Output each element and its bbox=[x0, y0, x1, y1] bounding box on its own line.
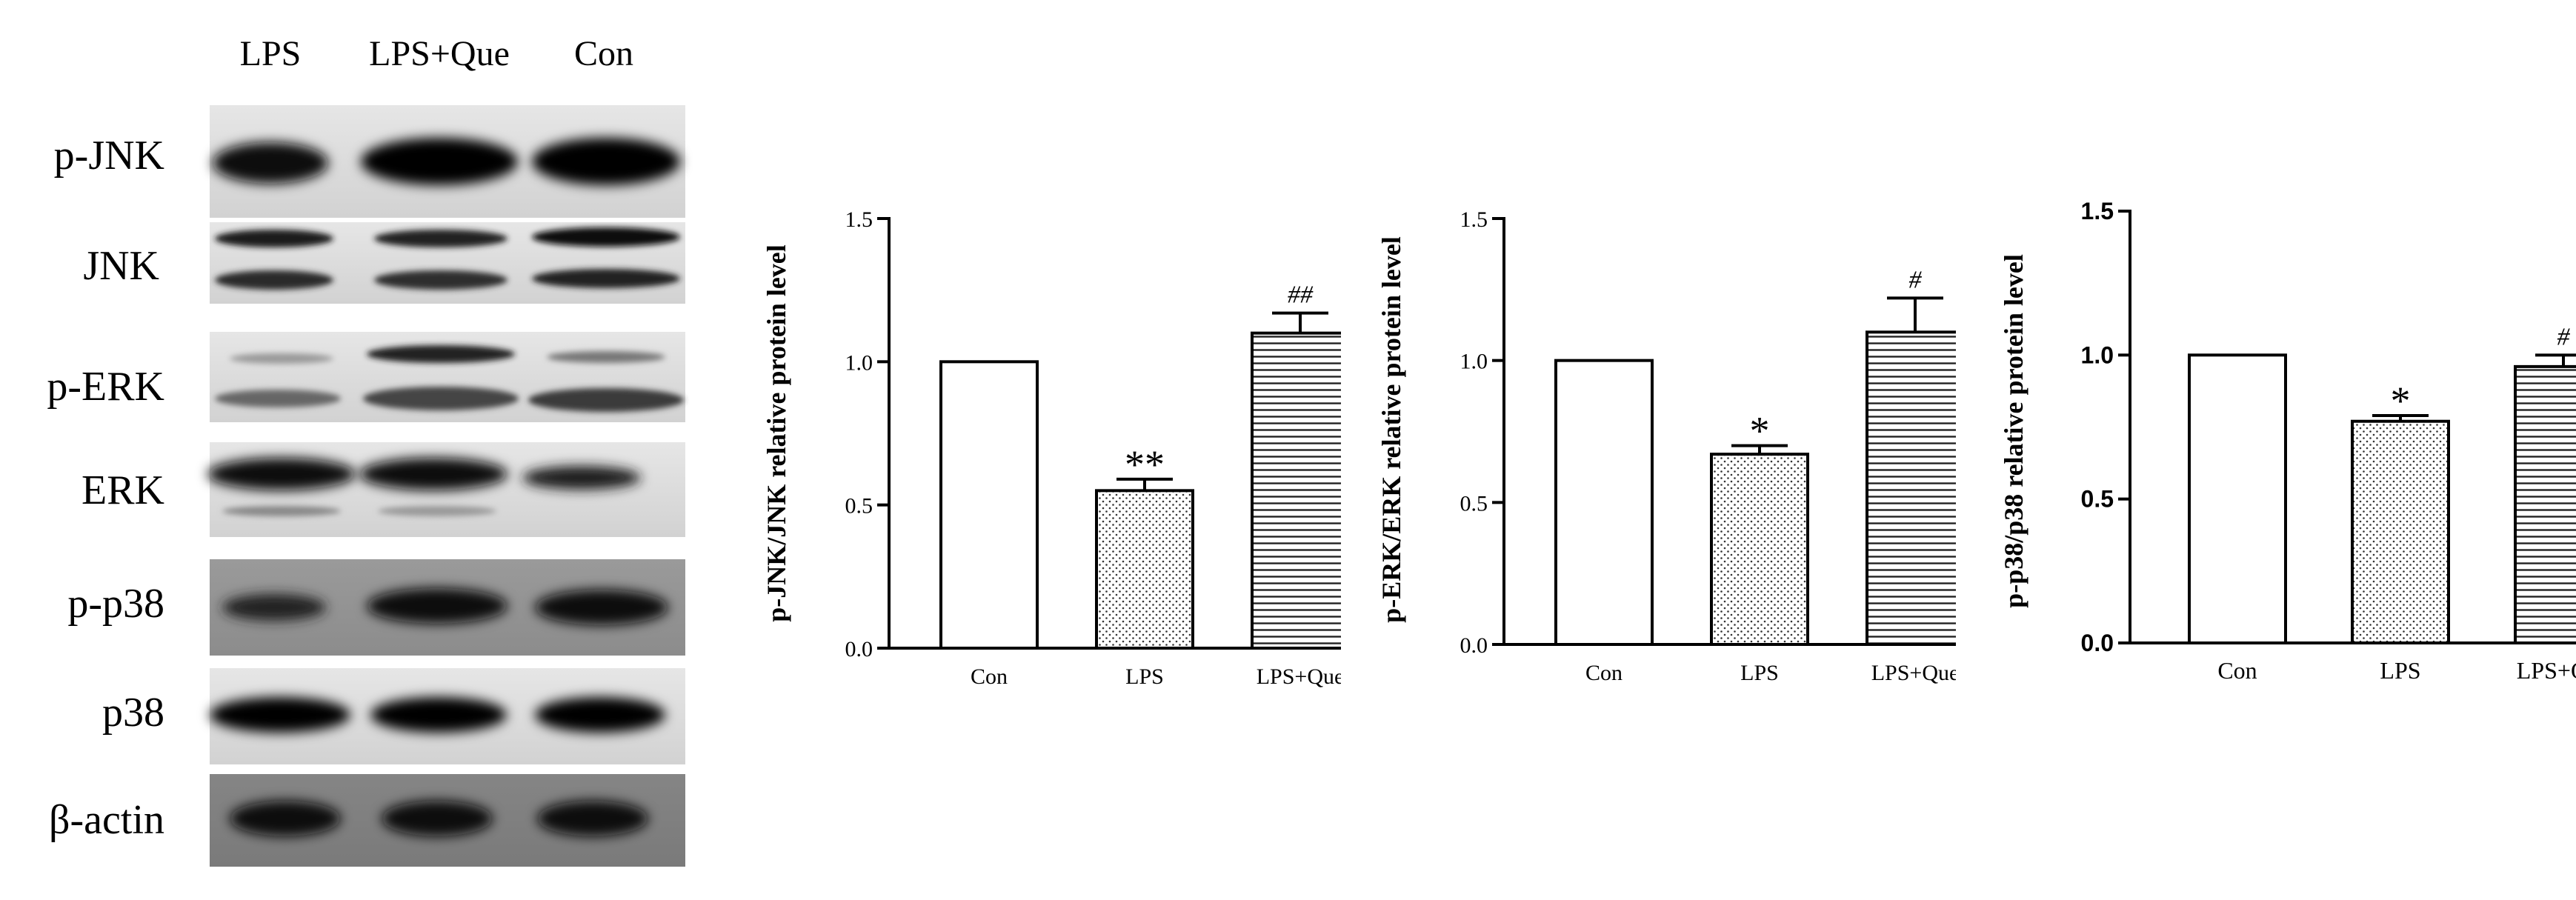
x-tick-label-0: Con bbox=[1585, 661, 1623, 685]
significance-2: ## bbox=[1288, 281, 1314, 309]
y-tick-label-0: 0.0 bbox=[2081, 630, 2114, 656]
y-tick-label-1: 0.5 bbox=[1460, 491, 1488, 516]
blot-strip-erk bbox=[207, 442, 685, 537]
bar-1 bbox=[1710, 453, 1809, 647]
blot-strip-jnk bbox=[210, 222, 685, 304]
bar-0 bbox=[1554, 359, 1654, 646]
x-tick-label-2: LPS+Que bbox=[1257, 664, 1341, 689]
protein-label-p-erk: p-ERK bbox=[47, 364, 164, 410]
bar-chart-p-p38-p38: 0.0 0.5 1.0 1.5 Con * LPS # LPS+Que p-p38/p38 re… bbox=[1999, 198, 2576, 684]
y-tick-label-3: 1.5 bbox=[1460, 207, 1488, 232]
significance-2: # bbox=[2557, 323, 2571, 350]
lane-label-lps: LPS bbox=[240, 34, 302, 73]
y-axis-label: p-ERK/ERK relative protein level bbox=[1377, 236, 1406, 623]
blot-strip-p-jnk bbox=[210, 105, 685, 218]
y-tick-label-0: 0.0 bbox=[845, 637, 873, 661]
bar-chart-p-erk-erk: 0.0 0.5 1.0 1.5 Con * LPS # LPS+Que p-ERK/ERK re… bbox=[1377, 207, 1956, 685]
western-blot-panel: LPS LPS+Que Con p-JNK JNK p-ERK ERK p-p3… bbox=[47, 34, 685, 867]
x-tick-label-0: Con bbox=[971, 664, 1008, 689]
protein-label-beta-actin: β-actin bbox=[49, 797, 164, 843]
bar-0 bbox=[939, 360, 1039, 650]
y-tick-label-3: 1.5 bbox=[845, 207, 873, 232]
blot-strip-p38 bbox=[210, 668, 685, 764]
protein-label-p-jnk: p-JNK bbox=[54, 133, 164, 179]
bar-chart-p-jnk-jnk: 0.0 0.5 1.0 1.5 Con ** LPS ## LPS+Que p-JNK/JNK … bbox=[762, 207, 1341, 689]
protein-label-p-p38: p-p38 bbox=[67, 581, 164, 627]
bar-1 bbox=[2351, 419, 2450, 645]
x-tick-label-1: LPS bbox=[2380, 657, 2420, 684]
x-tick-label-1: LPS bbox=[1740, 661, 1779, 685]
y-tick-label-1: 0.5 bbox=[845, 494, 873, 519]
x-tick-label-2: LPS+Que bbox=[1871, 661, 1956, 685]
x-tick-label-2: LPS+Que bbox=[2517, 657, 2576, 684]
bar-2 bbox=[1251, 331, 1341, 650]
lane-label-lps-que: LPS+Que bbox=[369, 34, 510, 73]
protein-label-erk: ERK bbox=[81, 467, 164, 513]
y-tick-label-2: 1.0 bbox=[1460, 350, 1488, 374]
significance-1: * bbox=[2391, 379, 2411, 423]
x-tick-label-1: LPS bbox=[1125, 664, 1164, 689]
bar-0 bbox=[2188, 353, 2287, 644]
y-axis-label: p-JNK/JNK relative protein level bbox=[762, 244, 791, 622]
blot-strip-p-erk bbox=[210, 332, 685, 422]
blot-strip-p-p38 bbox=[210, 559, 685, 656]
blot-strip-beta-actin bbox=[210, 774, 685, 867]
bar-2 bbox=[1866, 330, 1956, 646]
significance-1: * bbox=[1750, 409, 1770, 453]
significance-2: # bbox=[1909, 266, 1923, 293]
y-tick-label-2: 1.0 bbox=[2081, 341, 2114, 368]
bar-1 bbox=[1095, 489, 1194, 650]
protein-label-jnk: JNK bbox=[83, 243, 159, 289]
y-tick-label-1: 0.5 bbox=[2081, 486, 2114, 513]
y-tick-label-0: 0.0 bbox=[1460, 633, 1488, 658]
y-tick-label-3: 1.5 bbox=[2081, 198, 2114, 224]
y-axis-label: p-p38/p38 relative protein level bbox=[1999, 254, 2028, 608]
x-tick-label-0: Con bbox=[2217, 657, 2257, 684]
bar-2 bbox=[2514, 364, 2576, 644]
lane-label-con: Con bbox=[574, 34, 633, 73]
y-tick-label-2: 1.0 bbox=[845, 350, 873, 375]
protein-label-p38: p38 bbox=[102, 690, 164, 736]
significance-1: ** bbox=[1125, 442, 1165, 487]
